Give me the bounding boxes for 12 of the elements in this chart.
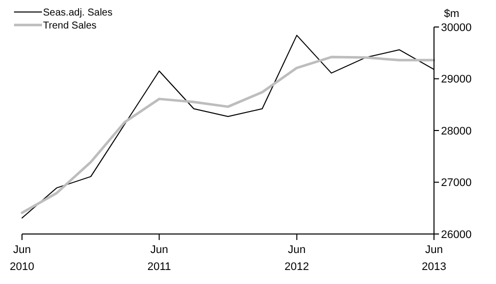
x-tick-label: Jun 2011 [147,244,172,273]
y-tick-label: 27000 [441,177,472,190]
x-tick-label: Jun 2013 [422,244,446,273]
legend-label: Seas.adj. Sales [43,8,112,18]
y-axis-title: $m [444,8,460,20]
x-tick-label: Jun 2010 [10,244,34,273]
y-tick-label: 30000 [441,22,472,34]
x-tick-label: Jun 2012 [284,244,310,273]
y-tick-label: 28000 [441,125,472,138]
y-tick-label: 26000 [441,228,472,241]
y-tick-label: 29000 [441,74,472,86]
legend-label: Trend Sales [43,20,97,32]
